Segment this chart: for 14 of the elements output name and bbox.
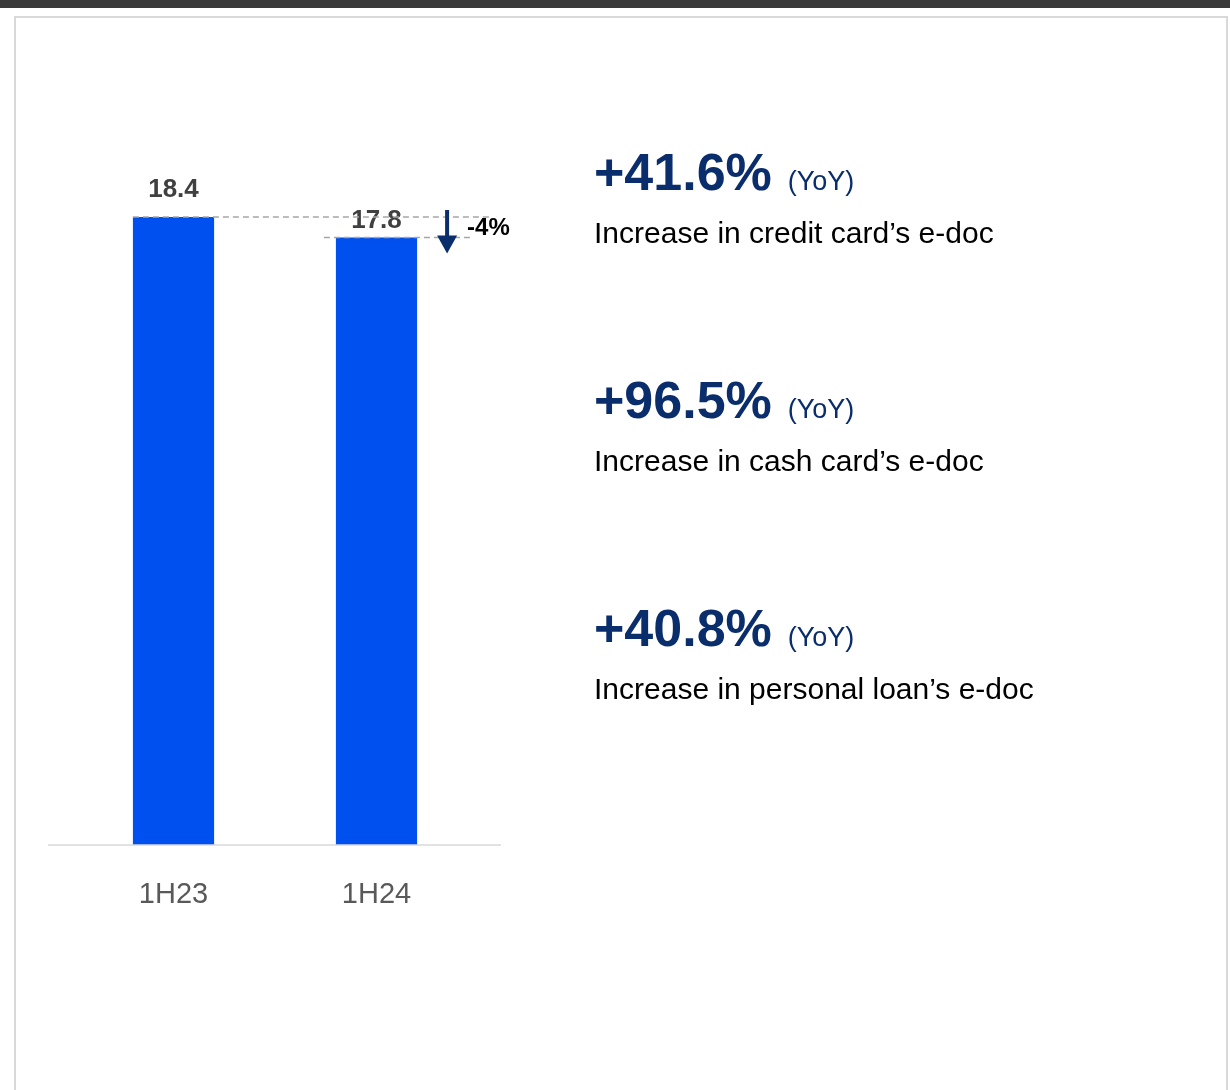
text: +41.6% bbox=[594, 143, 772, 201]
text: Increase in credit card’s e-doc bbox=[594, 216, 994, 249]
text: (YoY) bbox=[787, 394, 855, 424]
annotation: -4% bbox=[467, 213, 510, 241]
text: Increase in personal loan’s e-doc bbox=[594, 672, 1034, 705]
data-label: 18.4 bbox=[148, 173, 200, 203]
x-tick-label: 1H23 bbox=[138, 877, 209, 909]
text: +40.8% bbox=[594, 599, 772, 657]
x-tick-label: 1H24 bbox=[341, 877, 412, 909]
text: (YoY) bbox=[787, 166, 855, 196]
text: Increase in cash card’s e-doc bbox=[594, 444, 984, 477]
data-label: 17.8 bbox=[351, 204, 402, 235]
text: (YoY) bbox=[787, 622, 855, 652]
text: +96.5% bbox=[594, 371, 772, 429]
